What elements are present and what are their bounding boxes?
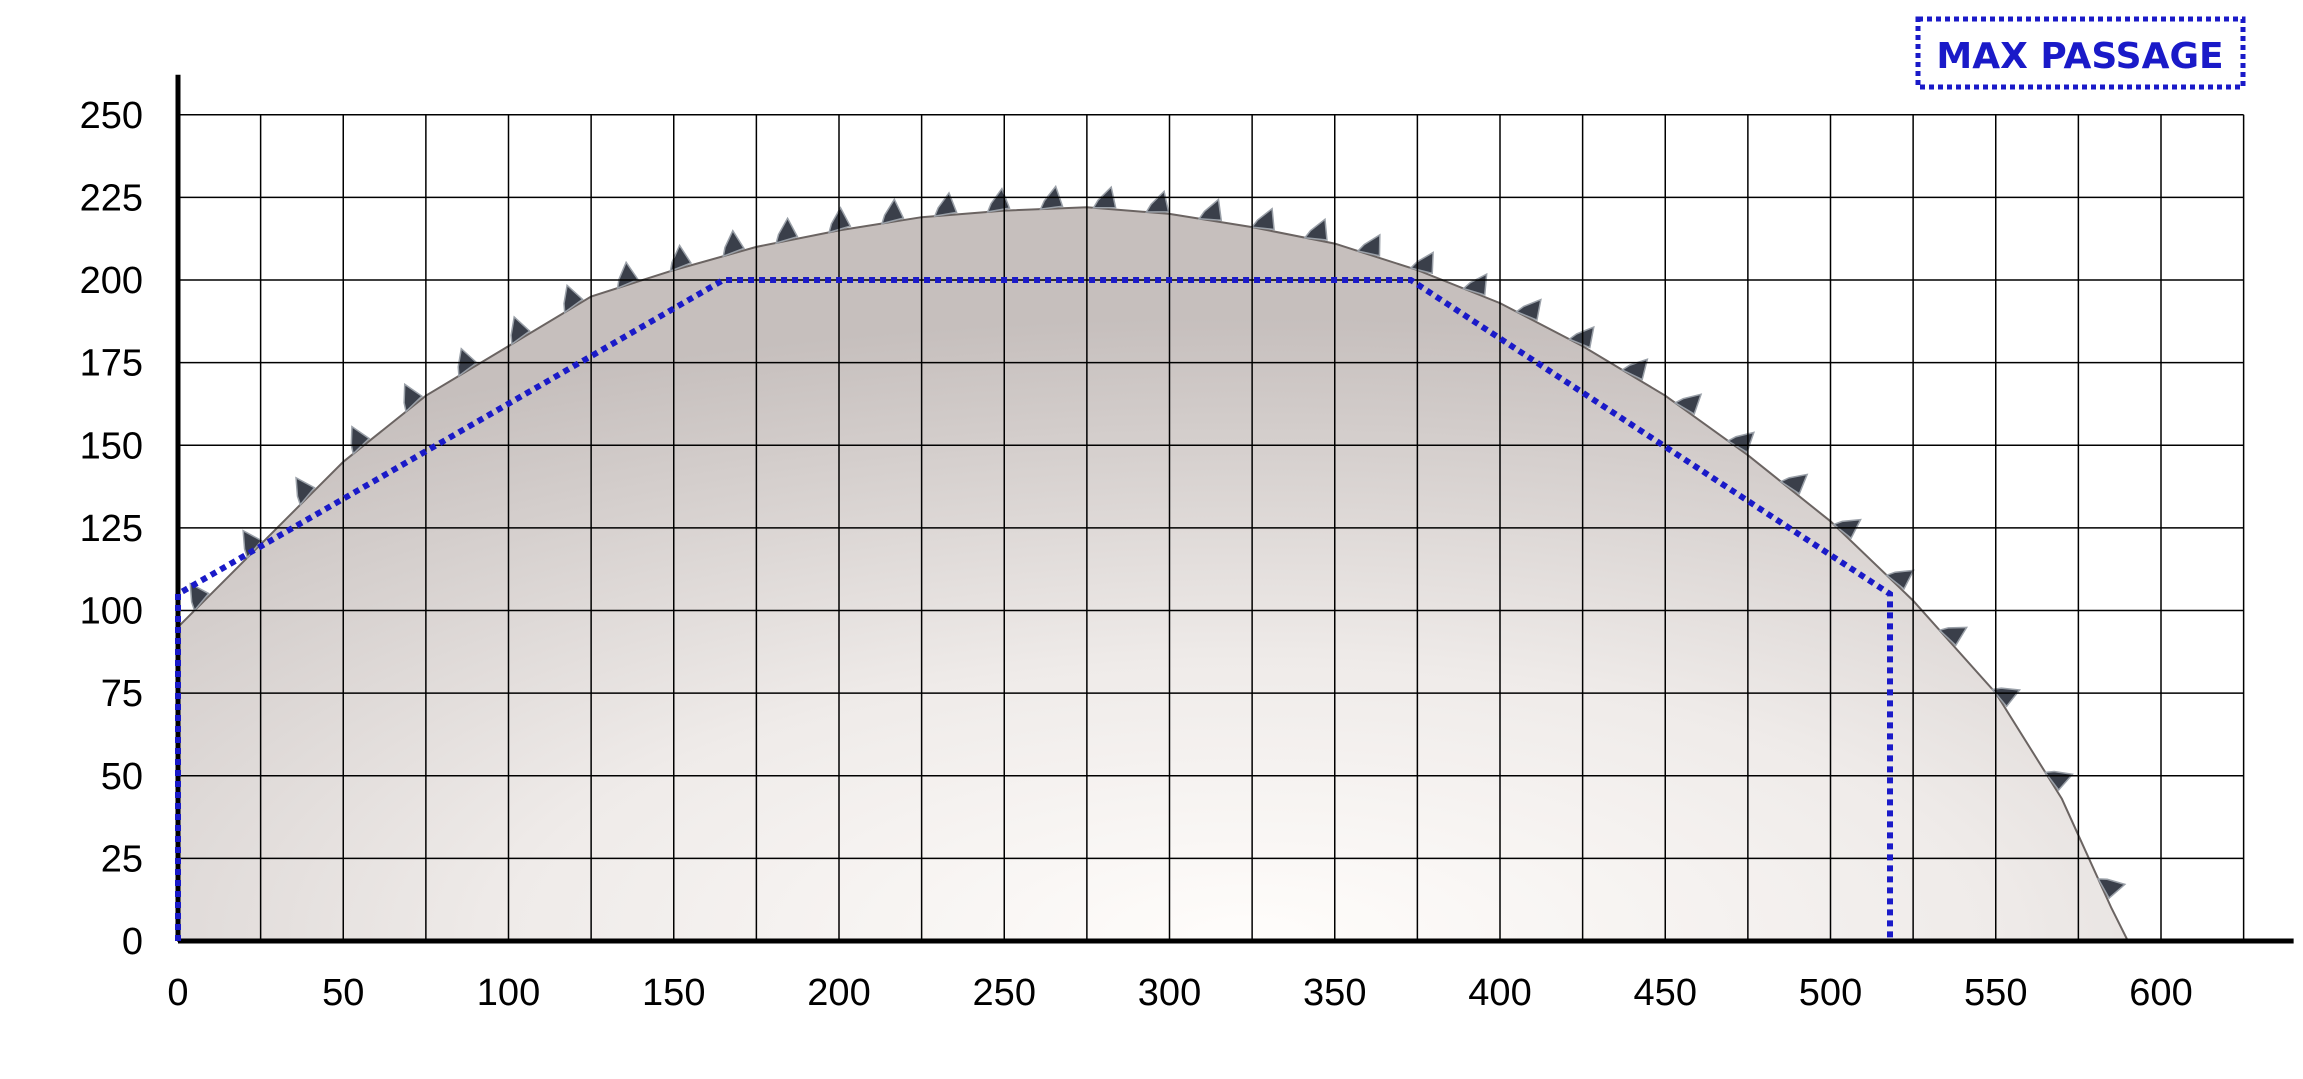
saw-tooth [1938, 626, 1969, 647]
x-tick-label: 0 [167, 972, 188, 1014]
y-tick-label: 0 [122, 921, 143, 963]
x-tick-label: 300 [1138, 972, 1201, 1014]
y-tick-label: 200 [80, 260, 143, 302]
saw-tooth [775, 216, 799, 245]
y-tick-label: 175 [80, 343, 143, 385]
saw-tooth [722, 229, 746, 258]
saw-tooth [986, 187, 1011, 213]
saw-tooth [1620, 358, 1649, 381]
y-tick-label: 50 [101, 756, 143, 798]
saw-tooth [616, 260, 640, 290]
y-tick-labels: 0 25 50 75 100 125 150 175 200 225 250 [80, 95, 143, 963]
saw-tooth [295, 476, 316, 507]
saw-tooth [933, 191, 958, 218]
saw-tooth [563, 283, 584, 314]
x-tick-label: 100 [477, 972, 540, 1014]
saw-tooth [242, 529, 263, 560]
saw-tooth [880, 197, 905, 225]
saw-tooth [1409, 251, 1434, 275]
x-tick-labels: 0 50 100 150 200 250 300 350 400 450 500 550 600 [167, 972, 2192, 1014]
x-tick-label: 450 [1634, 972, 1697, 1014]
x-tick-label: 600 [2129, 972, 2192, 1014]
grid [177, 114, 2245, 942]
saw-tooth [403, 382, 424, 413]
saw-tooth [1250, 207, 1275, 231]
saw-tooth [1356, 233, 1381, 257]
saw-tooth [1514, 298, 1542, 322]
saw-tooth [669, 243, 693, 273]
saw-tooth [1832, 518, 1862, 540]
y-tick-label: 150 [80, 425, 143, 467]
saw-tooth [1303, 217, 1328, 241]
legend-label: MAX PASSAGE [1936, 36, 2223, 77]
x-tick-label: 200 [807, 972, 870, 1014]
y-tick-label: 25 [101, 838, 143, 880]
x-tick-label: 250 [973, 972, 1036, 1014]
saw-tooth [350, 425, 371, 456]
saw-tooth [1145, 189, 1170, 213]
saw-tooth [1779, 473, 1809, 495]
y-tick-label: 225 [80, 177, 143, 219]
x-tick-label: 500 [1799, 972, 1862, 1014]
x-tick-label: 150 [642, 972, 705, 1014]
series [175, 277, 1893, 941]
series-line-max-passage [175, 277, 1893, 941]
saw-tooth [189, 582, 210, 613]
x-tick-label: 550 [1964, 972, 2027, 1014]
saw-blade-body [177, 206, 2129, 942]
y-tick-label: 250 [80, 95, 143, 137]
legend: MAX PASSAGE [1915, 16, 2246, 90]
saw-tooth [510, 315, 531, 346]
x-tick-label: 50 [322, 972, 364, 1014]
x-tick-label: 400 [1468, 972, 1531, 1014]
x-tick-label: 350 [1303, 972, 1366, 1014]
y-tick-label: 75 [101, 673, 143, 715]
saw-tooth [2096, 878, 2127, 900]
y-tick-label: 125 [80, 508, 143, 550]
y-tick-label: 100 [80, 591, 143, 633]
saw-tooth [1673, 393, 1703, 416]
legend-box [1915, 16, 2246, 90]
saw-blade-background [177, 184, 2129, 942]
saw-tooth [1197, 198, 1223, 222]
